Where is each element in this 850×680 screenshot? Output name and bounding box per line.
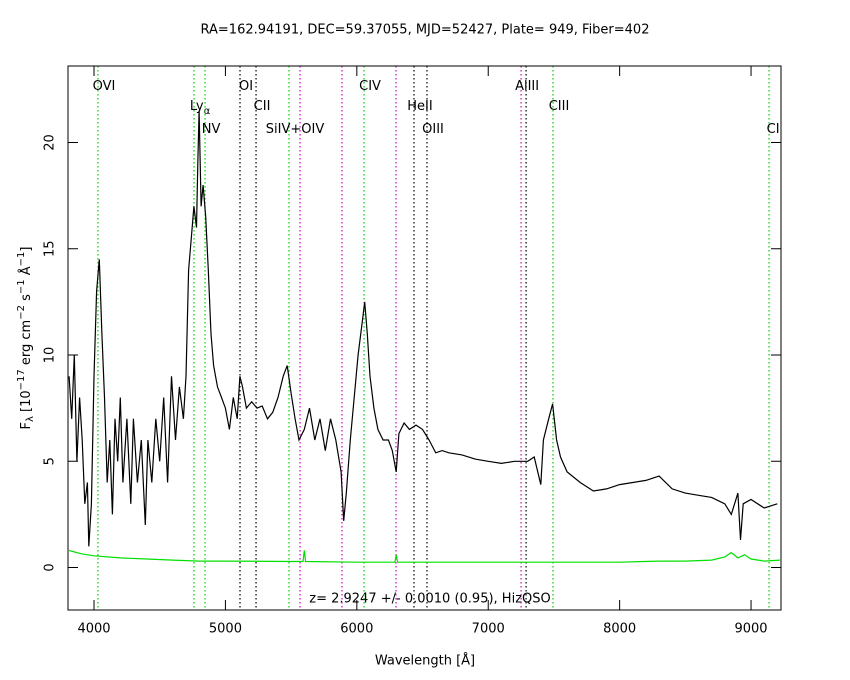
y-axis-label-part: −2 — [16, 305, 27, 320]
line-label-text: SiIV+OIV — [266, 122, 325, 137]
line-label: NV — [202, 122, 221, 137]
line-label: CII — [767, 122, 784, 137]
line-label-text: Ly — [190, 99, 204, 114]
y-axis-label-part: −1 — [16, 279, 27, 294]
y-axis-label-part: λ — [25, 416, 36, 422]
spectrum-line — [68, 549, 780, 563]
line-label: CII — [254, 99, 271, 114]
line-label: AlIII — [515, 79, 539, 94]
line-label-text: NV — [202, 122, 221, 137]
line-label-sub: α — [204, 106, 211, 117]
y-tick-label: 5 — [43, 457, 58, 465]
line-label: OVI — [93, 79, 116, 94]
line-label: OIII — [422, 122, 444, 137]
y-axis-label-part: F — [19, 422, 34, 429]
y-tick-label: 15 — [43, 240, 58, 257]
annotation: z= 2.9247 +/- 0.0010 (0.95), HizQSO — [309, 592, 550, 607]
y-axis-label-part: [10 — [19, 390, 34, 416]
y-axis-label-part: −1 — [16, 252, 27, 267]
y-axis-label-part: −17 — [16, 369, 27, 390]
line-label-text: OVI — [93, 79, 116, 94]
plot-area: OVILyαNVOICIISiIV+OIVCIVHeIIOIIIAlIIICII… — [68, 66, 784, 610]
x-tick-label: 4000 — [77, 622, 110, 637]
line-label-text: CII — [767, 122, 784, 137]
line-label: HeII — [407, 99, 432, 114]
line-label-text: CIII — [549, 99, 570, 114]
line-label: Lyα — [190, 99, 211, 118]
y-axis-label-part: s — [19, 294, 34, 305]
line-label: CIV — [359, 79, 381, 94]
x-tick-label: 6000 — [340, 622, 373, 637]
spectrum-line — [68, 110, 778, 547]
chart-title: RA=162.94191, DEC=59.37055, MJD=52427, P… — [201, 23, 650, 38]
line-label-text: HeII — [407, 99, 432, 114]
x-tick-label: 9000 — [734, 622, 767, 637]
line-label-text: OIII — [422, 122, 444, 137]
line-label-text: AlIII — [515, 79, 539, 94]
line-label-text: CII — [254, 99, 271, 114]
x-axis-label: Wavelength [Å] — [375, 653, 475, 669]
x-tick-label: 5000 — [209, 622, 242, 637]
y-axis-label-part: erg cm — [19, 320, 34, 369]
line-label: OI — [239, 79, 253, 94]
plot-frame — [67, 65, 782, 611]
x-tick-label: 7000 — [472, 622, 505, 637]
y-tick-label: 20 — [43, 134, 58, 151]
line-label: CIII — [549, 99, 570, 114]
line-label: SiIV+OIV — [266, 122, 325, 137]
y-axis-label-part: ] — [19, 247, 34, 252]
line-label-text: CIV — [359, 79, 381, 94]
y-axis-label: Fλ [10−17 erg cm−2 s−1 Å−1] — [16, 247, 36, 430]
y-tick-label: 10 — [43, 347, 58, 364]
x-tick-label: 8000 — [603, 622, 636, 637]
line-label-text: OI — [239, 79, 253, 94]
y-axis-label-part: Å — [18, 266, 34, 279]
y-tick-label: 0 — [43, 563, 58, 571]
